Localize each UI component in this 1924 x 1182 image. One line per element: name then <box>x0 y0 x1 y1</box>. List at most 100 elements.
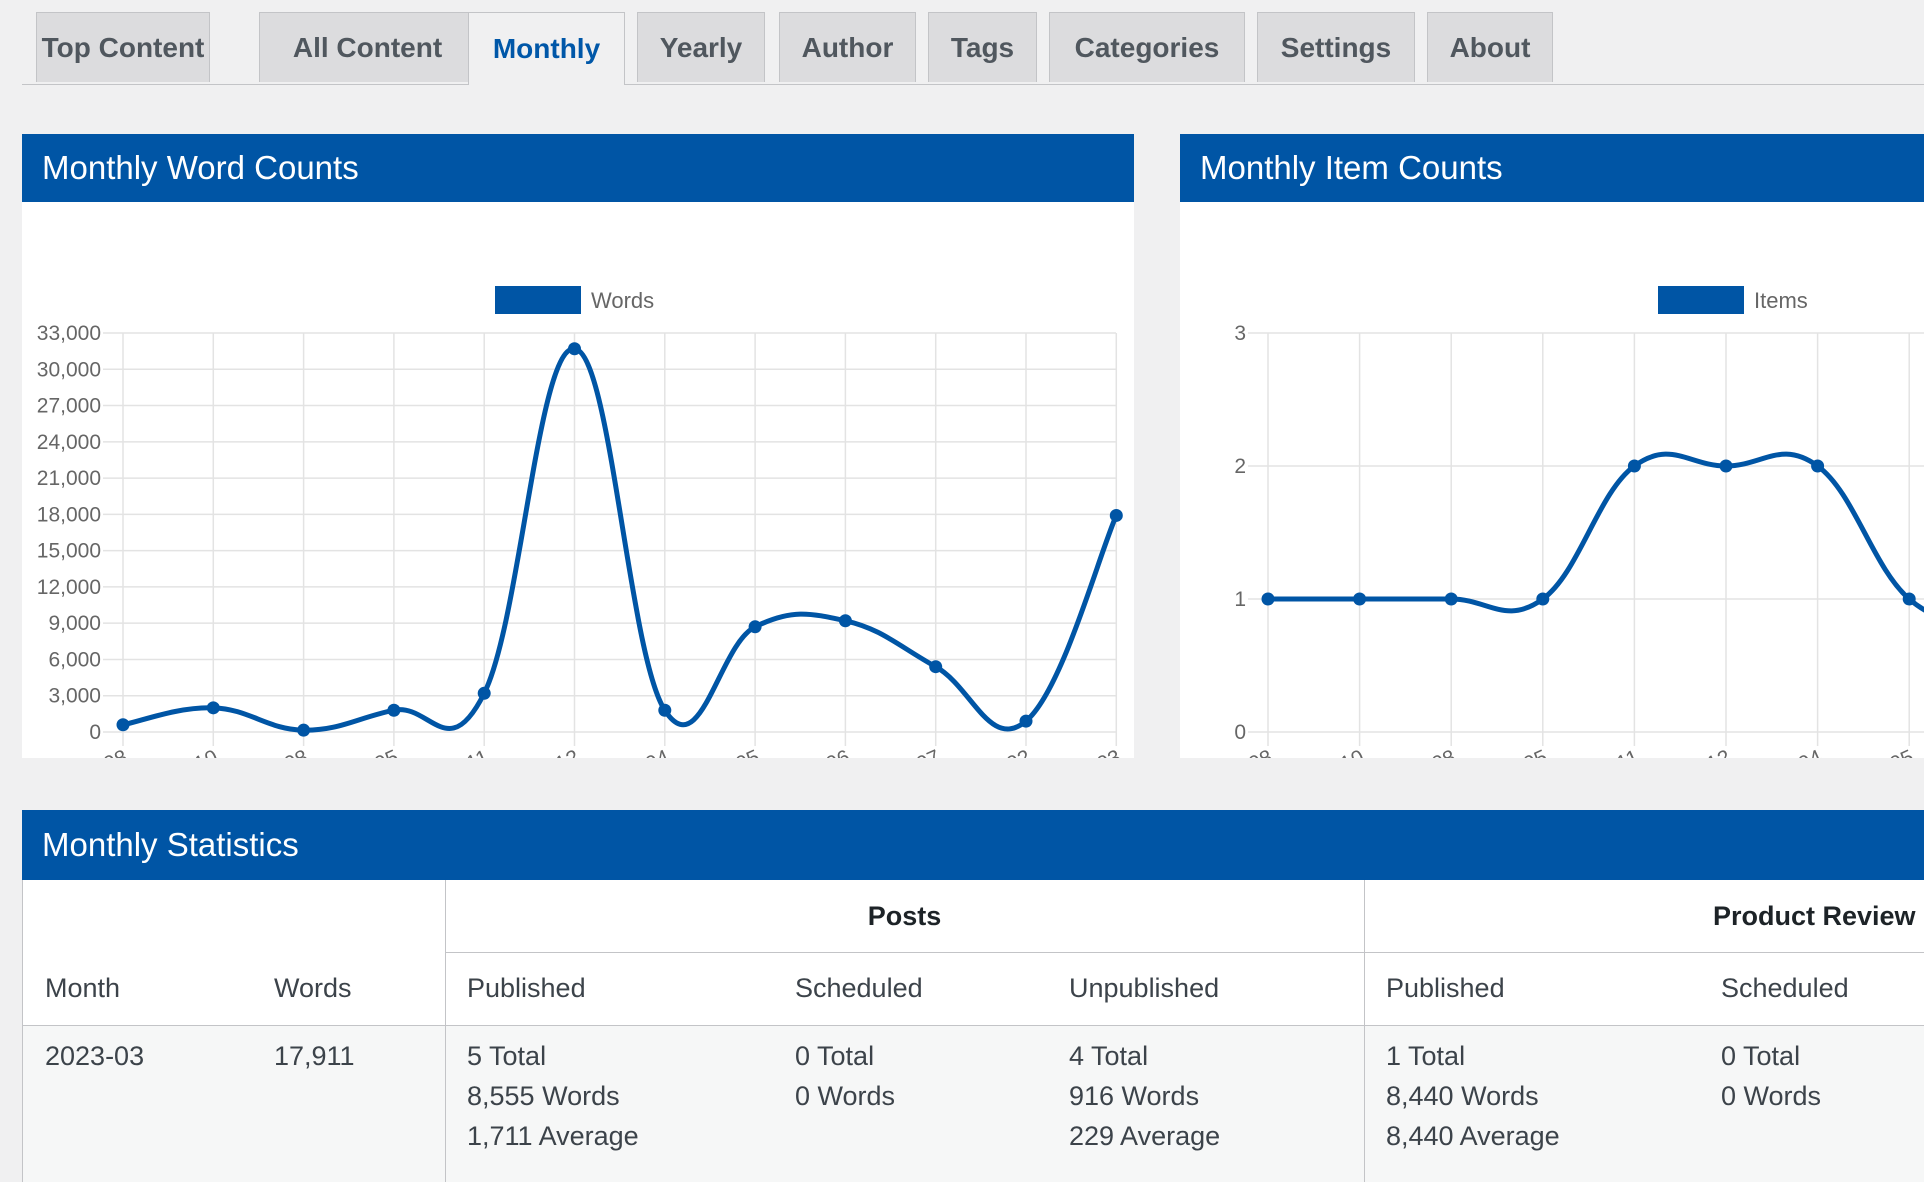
y-tick-label: 15,000 <box>37 540 101 563</box>
table-row <box>23 1026 1924 1182</box>
data-point <box>297 723 311 737</box>
data-point <box>568 342 581 356</box>
y-tick-label: 9,000 <box>48 612 101 635</box>
data-point <box>116 718 130 732</box>
posts-unpublished-cell: 4 Total 916 Words 229 Average <box>1069 1036 1220 1156</box>
y-tick-label: 24,000 <box>37 431 101 454</box>
x-tick-label: 2021-05 <box>1471 746 1551 758</box>
y-tick-label: 30,000 <box>37 358 101 381</box>
x-tick-label: 2022-04 <box>593 745 673 758</box>
x-tick-label: 2022-05 <box>683 746 763 758</box>
y-tick-label: 1 <box>1234 588 1246 611</box>
x-tick-label: 2022-04 <box>1746 745 1826 758</box>
data-point <box>748 620 762 634</box>
x-tick-label: 2023-03 <box>1045 746 1125 758</box>
word-count-panel: Monthly Word Counts Words 0 3,000 6,000 9,00… <box>22 134 1134 758</box>
data-point <box>1902 592 1916 606</box>
tab-about[interactable]: About <box>1427 12 1553 82</box>
reviews-published-total: 1 Total <box>1386 1041 1466 1071</box>
tab-top-content[interactable]: Top Content <box>36 12 210 82</box>
tab-yearly[interactable]: Yearly <box>637 12 765 82</box>
y-tick-label: 18,000 <box>37 503 101 526</box>
data-point <box>1261 592 1275 606</box>
data-point <box>1627 459 1641 473</box>
month-column-header[interactable]: Month <box>45 973 121 1003</box>
legend-swatch <box>1658 286 1744 314</box>
x-tick-label: 2021-11 <box>1564 746 1642 758</box>
posts-scheduled-header[interactable]: Scheduled <box>795 973 923 1003</box>
y-tick-label: 21,000 <box>37 467 101 490</box>
legend-label: Words <box>591 288 654 313</box>
posts-unpublished-total: 4 Total <box>1069 1041 1149 1071</box>
reviews-scheduled-words: 0 Words <box>1721 1081 1822 1111</box>
tab-bar: Top Content All Content Monthly Yearly A… <box>22 12 1924 85</box>
data-point <box>1353 592 1367 606</box>
posts-unpublished-average: 229 Average <box>1069 1121 1221 1151</box>
data-point <box>206 701 220 715</box>
posts-scheduled-words: 0 Words <box>795 1081 896 1111</box>
posts-group-header: Posts <box>867 901 942 931</box>
words-column-header[interactable]: Words <box>274 973 352 1003</box>
posts-published-words: 8,555 Words <box>467 1081 620 1111</box>
legend-label: Items <box>1754 288 1808 313</box>
reviews-published-words: 8,440 Words <box>1386 1081 1539 1111</box>
series-line <box>1268 451 1924 614</box>
x-tick-label: 2021-11 <box>414 746 492 758</box>
posts-published-average: 1,711 Average <box>467 1121 639 1151</box>
data-point <box>1109 508 1123 522</box>
reviews-scheduled-total: 0 Total <box>1721 1041 1801 1071</box>
product-review-group-header: Product Review <box>1713 901 1916 931</box>
row-words: 17,911 <box>274 1041 355 1071</box>
y-tick-label: 33,000 <box>37 322 101 345</box>
y-tick-label: 0 <box>1234 721 1246 744</box>
data-point <box>929 660 943 674</box>
x-tick-label: 2021-05 <box>322 746 402 758</box>
posts-scheduled-cell: 0 Total 0 Words <box>795 1036 895 1116</box>
posts-published-header[interactable]: Published <box>467 973 586 1003</box>
tab-monthly[interactable]: Monthly <box>468 12 625 85</box>
x-tick-label: 2016-10 <box>1288 746 1368 758</box>
posts-published-total: 5 Total <box>467 1041 547 1071</box>
x-tick-label: 2018-08 <box>1379 746 1459 758</box>
x-tick-label: 2016-08 <box>1196 746 1276 758</box>
tab-tags[interactable]: Tags <box>928 12 1037 82</box>
x-tick-label: 2023-02 <box>954 746 1034 758</box>
x-tick-label: 2018-08 <box>232 746 312 758</box>
reviews-scheduled-header[interactable]: Scheduled <box>1721 973 1849 1003</box>
y-tick-label: 6,000 <box>48 648 101 671</box>
y-tick-label: 0 <box>89 721 101 744</box>
x-tick-label: 2021-12 <box>1654 746 1734 758</box>
data-point <box>658 703 672 717</box>
reviews-scheduled-cell: 0 Total 0 Words <box>1721 1036 1821 1116</box>
data-point <box>1811 459 1825 473</box>
row-month: 2023-03 <box>45 1041 145 1071</box>
tab-all-content[interactable]: All Content <box>259 12 476 82</box>
data-point <box>387 703 401 717</box>
monthly-statistics-panel: Monthly Statistics Posts Product Review … <box>22 810 1924 1182</box>
data-point <box>477 686 491 700</box>
item-count-panel: Monthly Item Counts Items 0 1 2 3 2016-08 2016… <box>1180 134 1924 758</box>
posts-scheduled-total: 0 Total <box>795 1041 875 1071</box>
data-point <box>1719 459 1733 473</box>
data-point <box>1536 592 1550 606</box>
x-tick-label: 2016-10 <box>142 746 222 758</box>
word-count-title: Monthly Word Counts <box>22 134 1134 202</box>
x-tick-label: 2022-07 <box>864 746 944 758</box>
data-point <box>838 614 852 628</box>
tab-categories[interactable]: Categories <box>1049 12 1245 82</box>
y-tick-label: 27,000 <box>37 395 101 418</box>
y-tick-label: 3,000 <box>48 685 101 708</box>
reviews-published-header[interactable]: Published <box>1386 973 1505 1003</box>
posts-unpublished-words: 916 Words <box>1069 1081 1200 1111</box>
y-tick-label: 3 <box>1234 322 1246 345</box>
x-tick-label: 2016-08 <box>51 746 131 758</box>
tab-author[interactable]: Author <box>779 12 916 82</box>
posts-unpublished-header[interactable]: Unpublished <box>1069 973 1220 1003</box>
word-count-chart: Words 0 3,000 6,000 9,000 12,000 15,000 18,000 2… <box>37 286 1125 758</box>
item-count-chart: Items 0 1 2 3 2016-08 2016-10 2018-08 2021-05 202… <box>1196 286 1924 758</box>
data-point <box>1019 714 1033 728</box>
y-tick-label: 12,000 <box>37 576 101 599</box>
x-tick-label: 2022-06 <box>774 746 854 758</box>
tab-settings[interactable]: Settings <box>1257 12 1415 82</box>
y-tick-label: 2 <box>1234 455 1246 478</box>
